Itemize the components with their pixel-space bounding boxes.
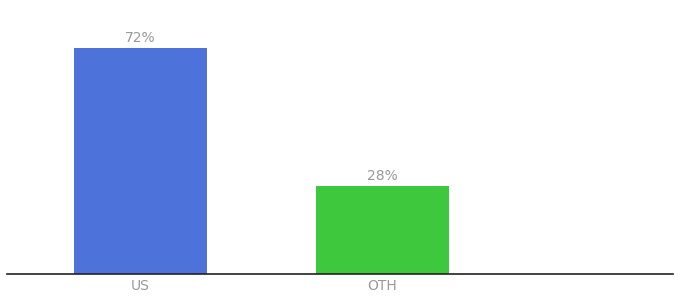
Bar bbox=[316, 186, 449, 274]
Text: 28%: 28% bbox=[367, 169, 398, 183]
Text: 72%: 72% bbox=[125, 31, 156, 45]
Bar bbox=[73, 48, 207, 274]
